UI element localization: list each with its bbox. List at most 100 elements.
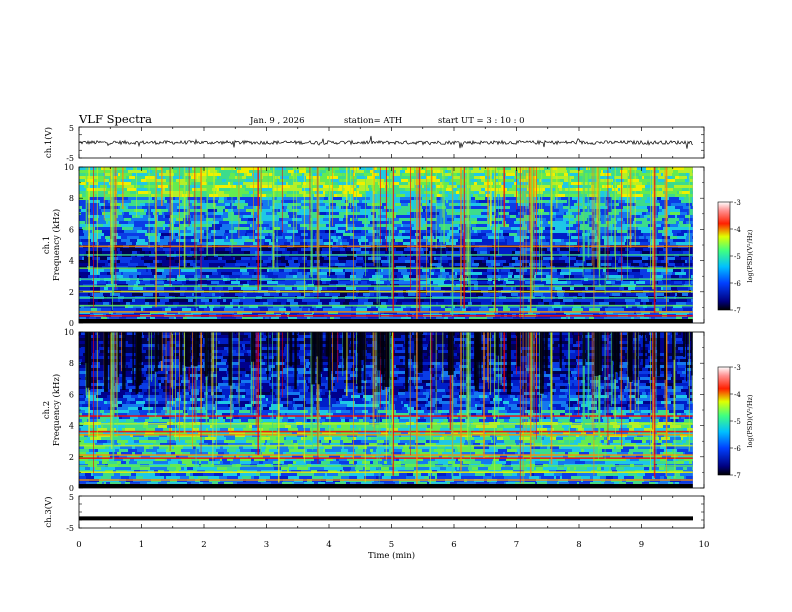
spectrogram-cell (97, 308, 101, 311)
spectrogram-cell (282, 251, 290, 254)
spectrogram-cell (549, 200, 556, 203)
spectrogram-cell (635, 248, 643, 251)
spectrogram-cell (429, 206, 436, 209)
spectrogram-cell (503, 230, 513, 233)
spectrogram-cell (347, 224, 355, 227)
spectrogram-cell (512, 263, 522, 266)
spectrogram-cell (683, 185, 693, 188)
spectrogram-cell (372, 173, 379, 176)
spectrogram-cell (279, 293, 282, 296)
spectrogram-cell (677, 233, 684, 236)
spectrogram-cell (297, 221, 306, 224)
spectrogram-cell (486, 260, 496, 263)
spectrogram-cell (652, 194, 661, 197)
spectrogram-cell (222, 257, 233, 260)
spectrogram-cell (309, 224, 319, 227)
spectrogram-cell (606, 281, 611, 284)
spectrogram-cell (617, 185, 623, 188)
spectrogram-cell (539, 227, 543, 230)
spectrogram-cell (347, 257, 354, 260)
spectrogram-cell (551, 281, 558, 284)
spectrogram-cell (684, 242, 692, 245)
spectrogram-cell (587, 263, 592, 266)
spectrogram-cell (343, 233, 354, 236)
spectrogram-cell (555, 173, 564, 176)
spectrogram-cell (663, 269, 673, 272)
spectrogram-cell (361, 242, 369, 245)
spectrogram-cell (81, 182, 86, 185)
spectrogram-cell (123, 275, 129, 278)
spectrogram-cell (261, 287, 268, 290)
spectrogram-cell (158, 185, 168, 188)
spectrogram-cell (247, 197, 251, 200)
spectrogram-cell (681, 230, 687, 233)
spectrogram-cell (293, 308, 302, 311)
spectrogram-cell (628, 257, 632, 260)
spectrogram-cell (331, 218, 339, 221)
spectrogram-cell (588, 287, 595, 290)
spectrogram-cell (526, 257, 530, 260)
spectrogram-cell (338, 236, 341, 239)
spectrogram-cell (561, 221, 566, 224)
spectrogram-cell (255, 239, 265, 242)
spectrogram-cell (630, 185, 636, 188)
spectrogram-cell (467, 206, 473, 209)
spectrogram-cell (674, 260, 685, 263)
spectrogram-cell (506, 206, 510, 209)
spectrogram-cell (140, 212, 146, 215)
spectrogram-cell (661, 221, 665, 224)
spectrogram-cell (289, 263, 300, 266)
spectrogram-cell (655, 317, 663, 320)
spectrogram-cell (307, 302, 318, 305)
spectrogram-cell (560, 299, 563, 302)
spectrogram-cell (102, 248, 113, 251)
spectrogram-cell (298, 260, 304, 263)
spectrogram-cell (396, 194, 405, 197)
spectrogram-cell (249, 305, 258, 308)
spectrogram-cell (173, 302, 179, 305)
spectrogram-cell (310, 308, 314, 311)
spectrogram-cell (613, 308, 624, 311)
spectrogram-cell (472, 275, 478, 278)
spectrogram-cell (117, 248, 120, 251)
spectrogram-cell (101, 209, 111, 212)
spectrogram-cell (364, 179, 375, 182)
spectrogram-cell (254, 212, 257, 215)
spectrogram-cell (245, 200, 254, 203)
spectrogram-cell (610, 293, 612, 296)
spectrogram-cell (240, 263, 248, 266)
spectrogram-cell (676, 302, 686, 305)
spectrogram-cell (401, 272, 412, 275)
spectrogram-cell (670, 227, 680, 230)
spectrogram-cell (434, 287, 441, 290)
spectrogram-cell (535, 272, 542, 275)
spectrogram-cell (130, 239, 137, 242)
spectrogram-cell (447, 212, 456, 215)
spectrogram-cell (366, 236, 371, 239)
spectrogram-cell (171, 194, 182, 197)
spectrogram-cell (254, 275, 265, 278)
spectrogram-cell (175, 197, 179, 200)
spectrogram-cell (376, 206, 384, 209)
spectrogram-cell (611, 281, 615, 284)
spectrogram-cell (598, 293, 602, 296)
spectrogram-cell (385, 194, 396, 197)
spectrogram-cell (252, 257, 258, 260)
spectrogram-cell (119, 221, 128, 224)
spectrogram-cell (684, 233, 687, 236)
spectrogram-cell (391, 305, 401, 308)
spectrogram-cell (297, 293, 301, 296)
emission-line (79, 278, 693, 280)
spectrogram-cell (211, 221, 219, 224)
spectrogram-cell (532, 281, 541, 284)
spectrogram-cell (167, 200, 171, 203)
spectrogram-cell (95, 227, 103, 230)
spectrogram-cell (89, 197, 94, 200)
spectrogram-cell (190, 209, 194, 212)
spectrogram-cell (224, 197, 227, 200)
spectrogram-cell (248, 242, 253, 245)
spectrogram-cell (519, 179, 530, 182)
spectrogram-cell (243, 182, 249, 185)
spectrogram-cell (477, 182, 484, 185)
spectrogram-cell (473, 194, 478, 197)
